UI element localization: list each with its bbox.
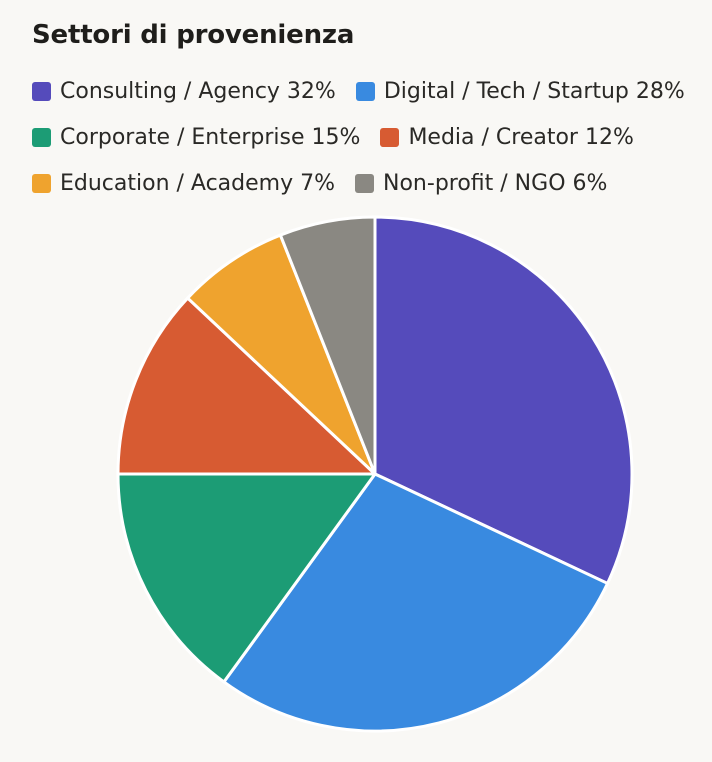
legend-item-0: Consulting / Agency 32% xyxy=(32,68,336,114)
legend-item-2: Corporate / Enterprise 15% xyxy=(32,114,360,160)
legend-swatch xyxy=(380,127,400,147)
pie-slice-1 xyxy=(222,472,610,733)
legend-label: Corporate / Enterprise 15% xyxy=(60,124,361,150)
legend-swatch xyxy=(355,81,375,101)
chart-title: Settori di provenienza xyxy=(32,20,355,50)
chart-legend: Consulting / Agency 32% Digital / Tech / … xyxy=(32,68,702,206)
legend-label: Consulting / Agency 32% xyxy=(60,78,336,104)
pie-slice-0 xyxy=(373,215,634,585)
legend-swatch xyxy=(355,173,375,193)
legend-item-1: Digital / Tech / Startup 28% xyxy=(355,68,685,114)
pie-slice-5 xyxy=(278,215,377,476)
legend-swatch xyxy=(32,127,51,147)
pie-slice-4 xyxy=(186,233,377,476)
legend-label: Media / Creator 12% xyxy=(408,124,634,150)
legend-swatch xyxy=(32,81,51,101)
pie-slice-2 xyxy=(116,472,377,684)
legend-label: Non-profit / NGO 6% xyxy=(383,170,608,196)
legend-item-4: Education / Academy 7% xyxy=(32,160,335,206)
legend-item-5: Non-profit / NGO 6% xyxy=(355,160,607,206)
legend-label: Digital / Tech / Startup 28% xyxy=(383,78,685,104)
pie-slice-3 xyxy=(116,296,377,476)
legend-swatch xyxy=(32,173,51,193)
legend-item-3: Media / Creator 12% xyxy=(380,114,634,160)
legend-label: Education / Academy 7% xyxy=(60,170,336,196)
